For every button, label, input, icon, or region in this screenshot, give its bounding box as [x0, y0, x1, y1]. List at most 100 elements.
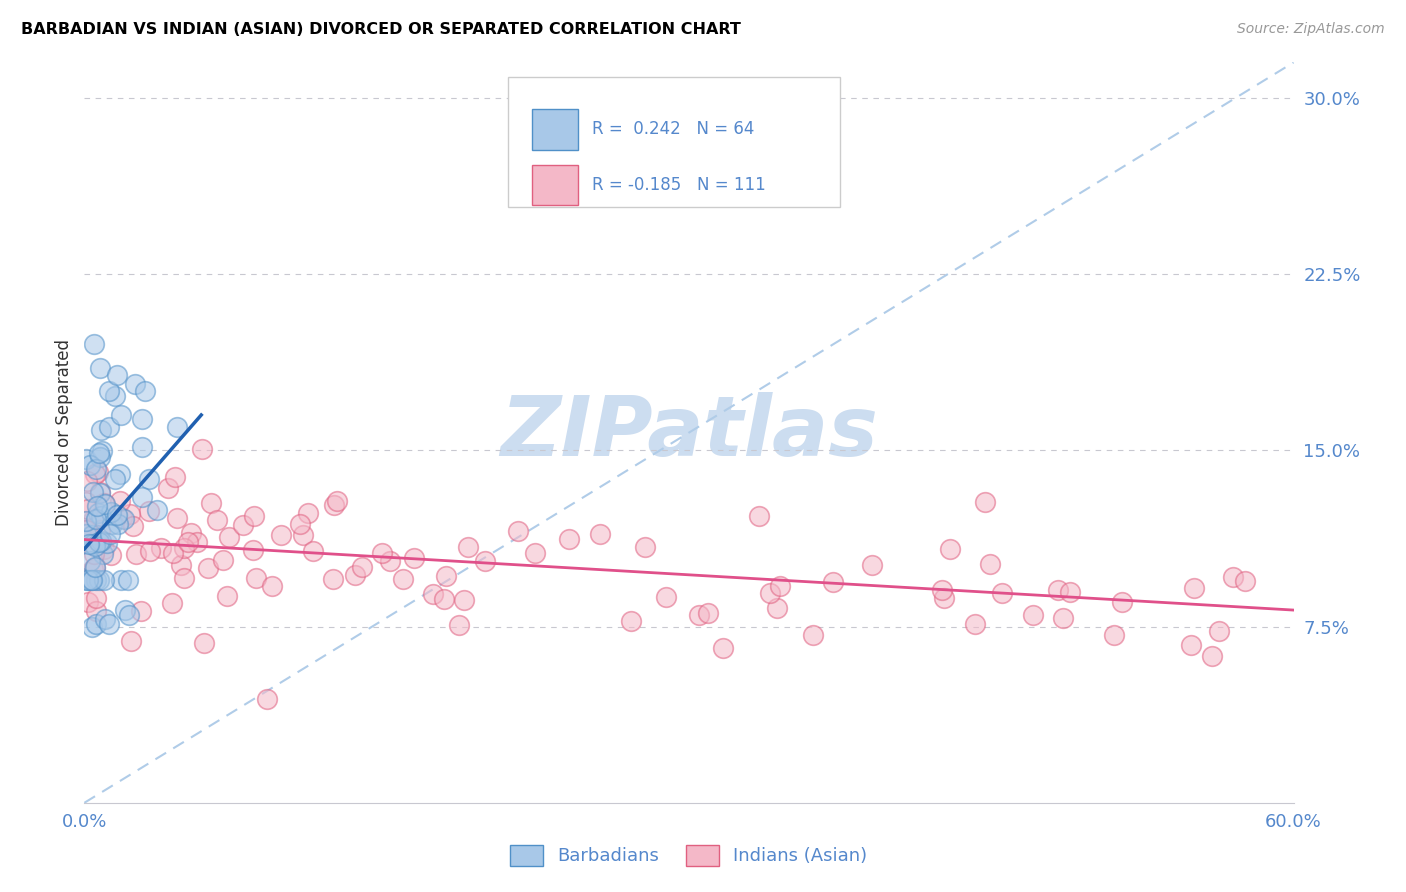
- Point: [1111, 595, 1133, 609]
- Point: [447, 617, 470, 632]
- Point: [434, 568, 457, 582]
- Point: [111, 511, 134, 525]
- Point: [75, 573, 97, 587]
- Point: [79, 554, 101, 568]
- Point: [83, 337, 105, 351]
- Point: [93, 496, 115, 510]
- Point: [91, 443, 114, 458]
- Point: [232, 518, 254, 533]
- Point: [938, 541, 960, 556]
- Point: [125, 547, 148, 561]
- Point: [87, 573, 110, 587]
- Point: [96, 536, 118, 550]
- Point: [114, 603, 136, 617]
- Point: [166, 511, 188, 525]
- Point: [75, 451, 97, 466]
- Point: [83, 547, 105, 561]
- Point: [108, 494, 131, 508]
- Point: [350, 560, 373, 574]
- Point: [93, 573, 115, 587]
- Point: [162, 546, 184, 560]
- Point: [91, 547, 114, 561]
- Point: [759, 586, 782, 600]
- Point: [766, 600, 789, 615]
- Point: [138, 472, 160, 486]
- Point: [117, 573, 139, 587]
- Point: [97, 384, 120, 399]
- Point: [146, 503, 169, 517]
- Text: R = -0.185   N = 111: R = -0.185 N = 111: [592, 176, 766, 194]
- Point: [131, 412, 153, 426]
- Point: [84, 561, 107, 575]
- Point: [860, 558, 883, 572]
- Point: [371, 546, 394, 560]
- Point: [769, 579, 792, 593]
- Point: [90, 509, 112, 524]
- Point: [121, 634, 143, 648]
- Point: [323, 498, 346, 512]
- Point: [150, 541, 173, 556]
- Point: [76, 573, 98, 587]
- Point: [82, 513, 104, 527]
- Point: [821, 574, 844, 589]
- Point: [100, 505, 122, 519]
- Point: [89, 485, 111, 500]
- Point: [177, 535, 200, 549]
- Point: [302, 543, 325, 558]
- Point: [523, 546, 546, 560]
- Point: [120, 507, 142, 521]
- FancyBboxPatch shape: [531, 165, 578, 205]
- Point: [173, 541, 195, 556]
- Point: [344, 568, 367, 582]
- Point: [118, 607, 141, 622]
- Point: [89, 485, 111, 500]
- Point: [1021, 608, 1043, 623]
- Point: [1059, 584, 1081, 599]
- Legend: Barbadians, Indians (Asian): Barbadians, Indians (Asian): [503, 838, 875, 873]
- Point: [297, 507, 319, 521]
- Point: [245, 571, 267, 585]
- Point: [83, 560, 105, 574]
- Point: [105, 368, 128, 382]
- Point: [84, 467, 107, 481]
- Point: [84, 511, 107, 525]
- Point: [212, 553, 235, 567]
- Point: [89, 523, 111, 537]
- Y-axis label: Divorced or Separated: Divorced or Separated: [55, 339, 73, 526]
- Point: [97, 617, 120, 632]
- Point: [322, 572, 344, 586]
- Point: [696, 606, 718, 620]
- Point: [80, 528, 103, 542]
- Point: [991, 585, 1014, 599]
- Point: [215, 589, 238, 603]
- Point: [131, 490, 153, 504]
- Point: [86, 617, 108, 632]
- Point: [1046, 582, 1069, 597]
- Point: [134, 384, 156, 399]
- Point: [86, 466, 108, 480]
- Point: [200, 495, 222, 509]
- Point: [94, 496, 117, 510]
- Point: [242, 542, 264, 557]
- Point: [402, 551, 425, 566]
- Point: [112, 512, 135, 526]
- Point: [86, 499, 108, 513]
- Point: [979, 557, 1001, 571]
- Point: [180, 525, 202, 540]
- Point: [82, 562, 104, 576]
- Point: [711, 640, 734, 655]
- Point: [124, 377, 146, 392]
- Point: [87, 535, 110, 549]
- Point: [931, 582, 953, 597]
- Point: [243, 508, 266, 523]
- Point: [391, 573, 413, 587]
- Point: [1201, 648, 1223, 663]
- Point: [75, 495, 97, 509]
- Text: R =  0.242   N = 64: R = 0.242 N = 64: [592, 120, 755, 138]
- Point: [270, 527, 292, 541]
- Point: [170, 558, 193, 572]
- Point: [104, 389, 127, 403]
- Point: [138, 504, 160, 518]
- Point: [186, 535, 208, 549]
- Point: [422, 587, 444, 601]
